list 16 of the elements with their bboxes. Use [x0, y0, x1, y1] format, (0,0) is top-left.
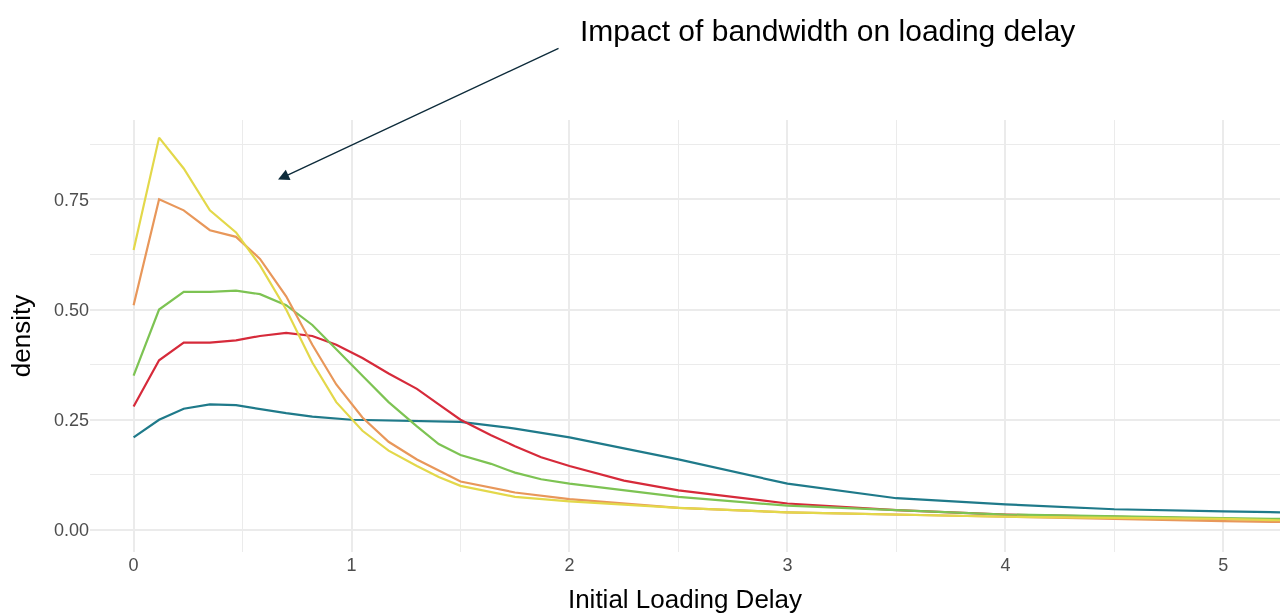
x-tick-label: 1	[346, 555, 357, 575]
line-series	[132, 136, 1280, 522]
y-tick-label: 0.75	[53, 189, 89, 210]
x-tick-label: 0	[128, 555, 139, 575]
y-tick-label: 0.25	[53, 410, 89, 431]
text: Impact of bandwidth on loading delay	[580, 14, 1076, 47]
line-series	[132, 289, 1280, 521]
x-axis-title: Initial Loading Delay	[567, 583, 803, 614]
y-tick-label: 0.50	[53, 299, 89, 320]
y-axis-title: density	[6, 294, 37, 378]
x-tick-label: 5	[1218, 555, 1229, 575]
x-tick-label: 2	[564, 555, 575, 575]
y-tick-label: 0.00	[53, 520, 89, 541]
x-tick-label: 3	[782, 555, 793, 575]
line-series	[132, 403, 1280, 514]
x-tick-label: 4	[1000, 555, 1011, 575]
